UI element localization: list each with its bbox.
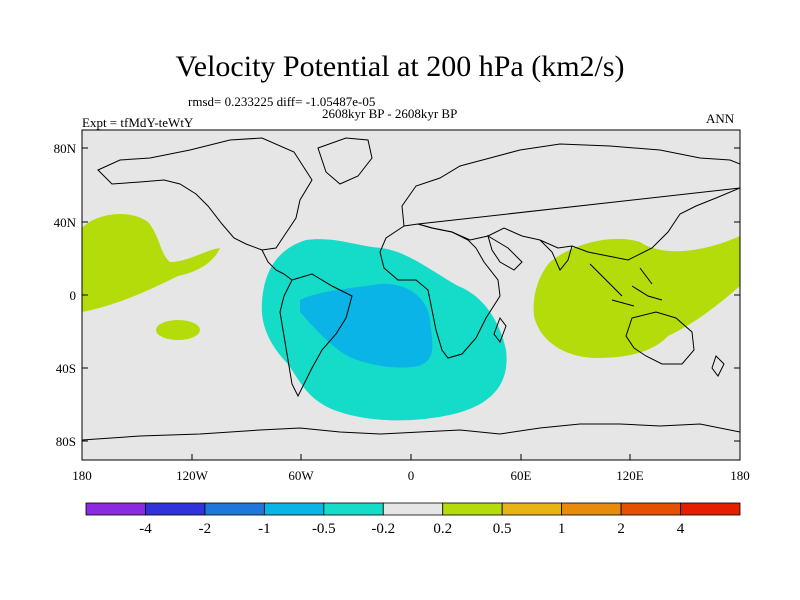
india-coast — [539, 239, 573, 271]
lat-tick-40n: 40N — [54, 215, 77, 230]
lon-tick-180w: 180 — [72, 468, 92, 483]
positive-region-indo-pacific — [533, 236, 740, 358]
lon-tick-120e: 120E — [616, 468, 644, 483]
coastlines — [82, 137, 740, 441]
period-label: 2608kyr BP - 2608kyr BP — [322, 106, 458, 121]
colorbar-swatch — [145, 502, 206, 516]
colorbar-swatch — [85, 502, 146, 516]
season-label: ANN — [706, 111, 735, 126]
colorbar-label: -0.5 — [312, 521, 336, 537]
negative-core-south-america-atlantic — [300, 283, 433, 368]
colorbar-swatch — [680, 502, 741, 516]
lat-tick-80s: 80S — [56, 434, 76, 449]
lon-tick-180e: 180 — [730, 468, 750, 483]
arabia-coast — [487, 234, 523, 271]
greenland-coast — [317, 137, 373, 185]
colorbar-label: -0.2 — [371, 521, 395, 537]
colorbar-swatch — [323, 502, 384, 516]
central-america-coast — [261, 249, 293, 281]
australia-coast — [625, 311, 695, 365]
positive-region-central-pacific — [82, 214, 220, 312]
colorbar-label: 2 — [617, 521, 625, 537]
new-zealand-coast — [711, 355, 725, 377]
lon-axis — [81, 454, 741, 460]
colorbar-label: 1 — [558, 521, 566, 537]
colorbar-label: 4 — [677, 521, 685, 537]
madagascar-coast — [493, 316, 507, 344]
colorbar-label: -2 — [199, 521, 212, 537]
experiment-label: Expt = tfMdY-teWtY — [82, 115, 194, 130]
colorbar-label: 0.2 — [433, 521, 452, 537]
southeast-asia-islands — [589, 263, 663, 307]
colorbar-swatch — [442, 502, 503, 516]
colorbar-swatch — [620, 502, 681, 516]
south-america-coast — [279, 273, 353, 398]
africa-coast — [379, 223, 501, 359]
colorbar-label: -1 — [258, 521, 271, 537]
lon-tick-120w: 120W — [176, 468, 209, 483]
colorbar-swatch — [382, 502, 444, 516]
antarctica-coast — [82, 423, 740, 441]
colorbar-swatch — [263, 502, 325, 516]
north-america-coast — [97, 137, 313, 251]
colorbar-swatch — [204, 502, 265, 516]
positive-region-south-pacific — [156, 320, 200, 340]
colorbar-swatch — [501, 502, 563, 516]
lat-tick-80n: 80N — [54, 141, 77, 156]
lat-axis — [82, 147, 740, 442]
colorbar: -4 -2 -1 -0.5 -0.2 0.2 0.5 1 2 4 — [85, 502, 741, 537]
stats-label: rmsd= 0.233225 diff= -1.05487e-05 — [188, 94, 376, 109]
lon-tick-60w: 60W — [288, 468, 314, 483]
colorbar-label: -4 — [139, 521, 152, 537]
colorbar-swatch — [561, 502, 622, 516]
lat-tick-40s: 40S — [56, 361, 76, 376]
lon-tick-0: 0 — [408, 468, 415, 483]
lat-tick-eq: 0 — [70, 288, 77, 303]
lon-tick-60e: 60E — [511, 468, 532, 483]
plot-title: Velocity Potential at 200 hPa (km2/s) — [175, 50, 625, 83]
colorbar-label: 0.5 — [493, 521, 512, 537]
contour-fields — [82, 214, 740, 421]
